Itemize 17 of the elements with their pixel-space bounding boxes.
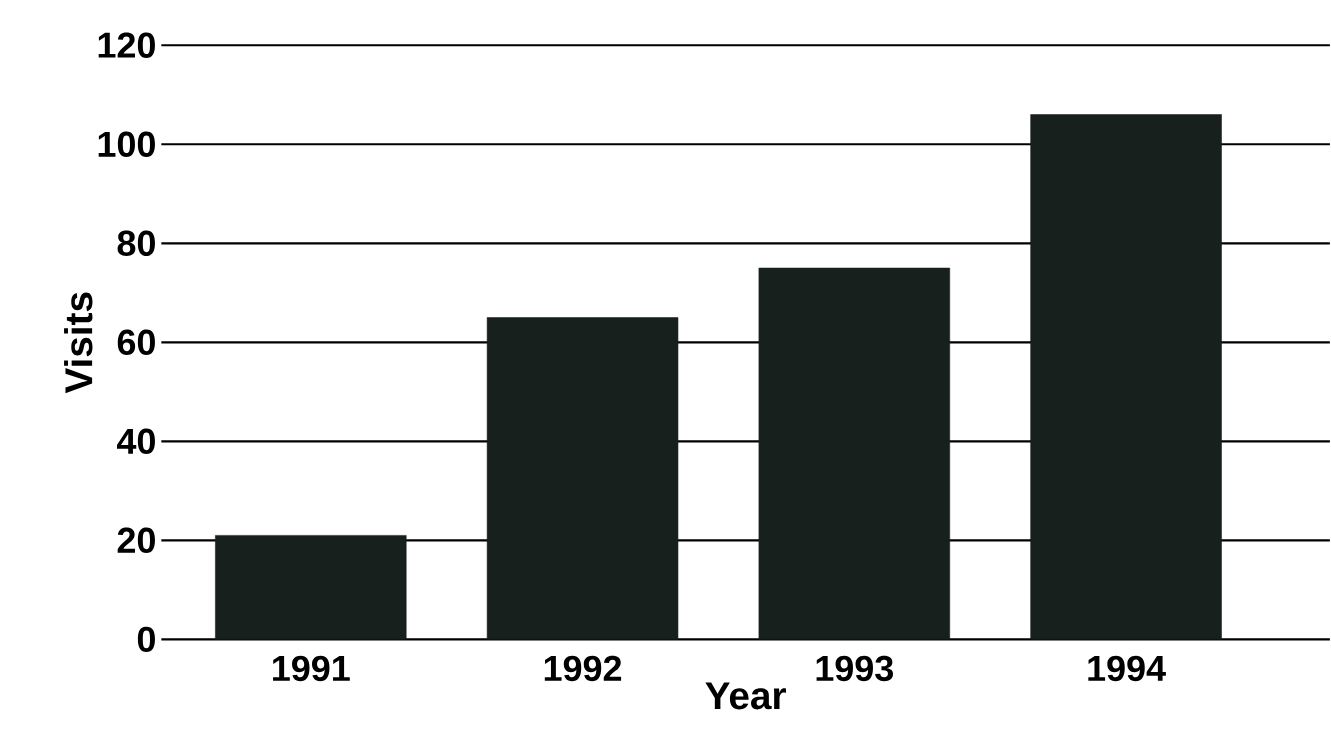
x-tick-label: 1993 xyxy=(816,655,893,682)
bar xyxy=(215,535,407,640)
x-tick-label: 1992 xyxy=(544,655,622,682)
y-tick-label: 0 xyxy=(137,626,155,653)
y-tick-label: 100 xyxy=(98,131,155,158)
y-tick-label: 40 xyxy=(116,428,155,455)
x-tick-label: 1994 xyxy=(1088,655,1166,682)
y-axis-title: Visits xyxy=(64,292,93,394)
x-tick-label: 1991 xyxy=(273,655,350,682)
y-tick-label: 120 xyxy=(98,32,155,59)
y-tick-label: 80 xyxy=(117,230,155,257)
x-axis-title: Year xyxy=(705,682,786,710)
y-tick-label: 20 xyxy=(117,527,155,554)
bar xyxy=(1030,114,1222,640)
y-tick-label: 60 xyxy=(117,329,155,356)
bar xyxy=(758,267,951,640)
bar xyxy=(486,317,679,640)
